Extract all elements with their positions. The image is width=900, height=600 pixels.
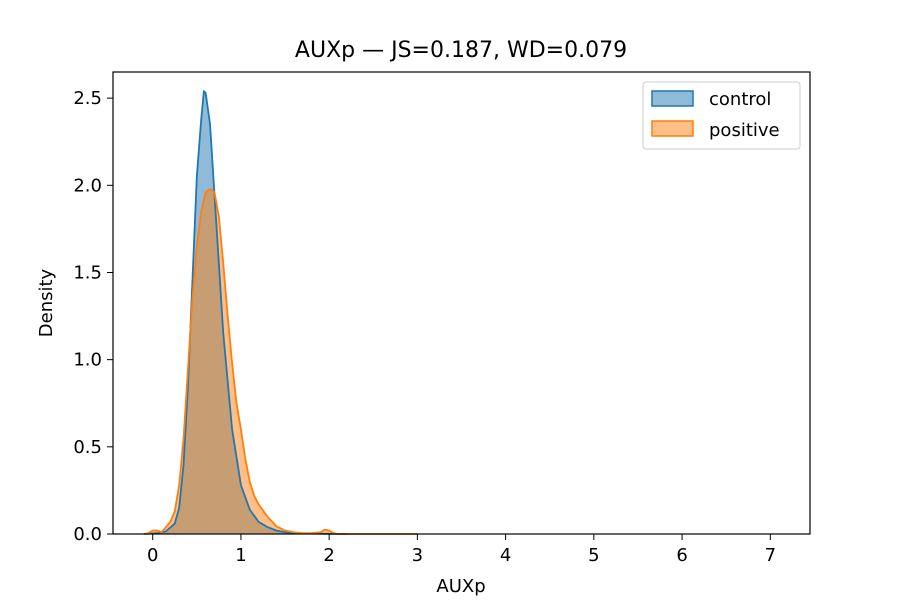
density-line-positive: [143, 187, 418, 535]
x-tick-label: 2: [323, 545, 334, 566]
plot-frame: [112, 71, 811, 535]
legend-swatch-positive: [651, 120, 694, 137]
x-tick-label: 3: [412, 545, 423, 566]
x-axis-ticks: 0 1 2 3 4 5 6 7: [147, 534, 776, 566]
legend-label-positive: positive: [709, 120, 780, 141]
y-tick-label: 2.5: [73, 88, 102, 109]
y-tick-label: 2.0: [73, 175, 102, 196]
x-tick-label: 1: [235, 545, 246, 566]
chart-title: AUXp — JS=0.187, WD=0.079: [295, 38, 627, 63]
y-tick-label: 1.5: [73, 262, 102, 283]
x-tick-label: 6: [676, 545, 687, 566]
x-tick-label: 4: [500, 545, 511, 566]
x-tick-label: 0: [147, 545, 158, 566]
x-tick-label: 7: [765, 545, 776, 566]
y-axis-ticks: 0.0 0.5 1.0 1.5 2.0 2.5: [73, 88, 113, 545]
legend: control positive: [642, 81, 801, 150]
legend-swatch-control: [651, 90, 694, 107]
y-tick-label: 0.5: [73, 437, 102, 458]
plot-area: [143, 90, 418, 535]
y-axis-label: Density: [36, 268, 57, 337]
y-tick-label: 0.0: [73, 524, 102, 545]
y-tick-label: 1.0: [73, 350, 102, 371]
x-axis-label: AUXp: [436, 576, 485, 597]
density-area-positive: [143, 188, 418, 534]
x-tick-label: 5: [588, 545, 599, 566]
legend-label-control: control: [709, 89, 771, 110]
